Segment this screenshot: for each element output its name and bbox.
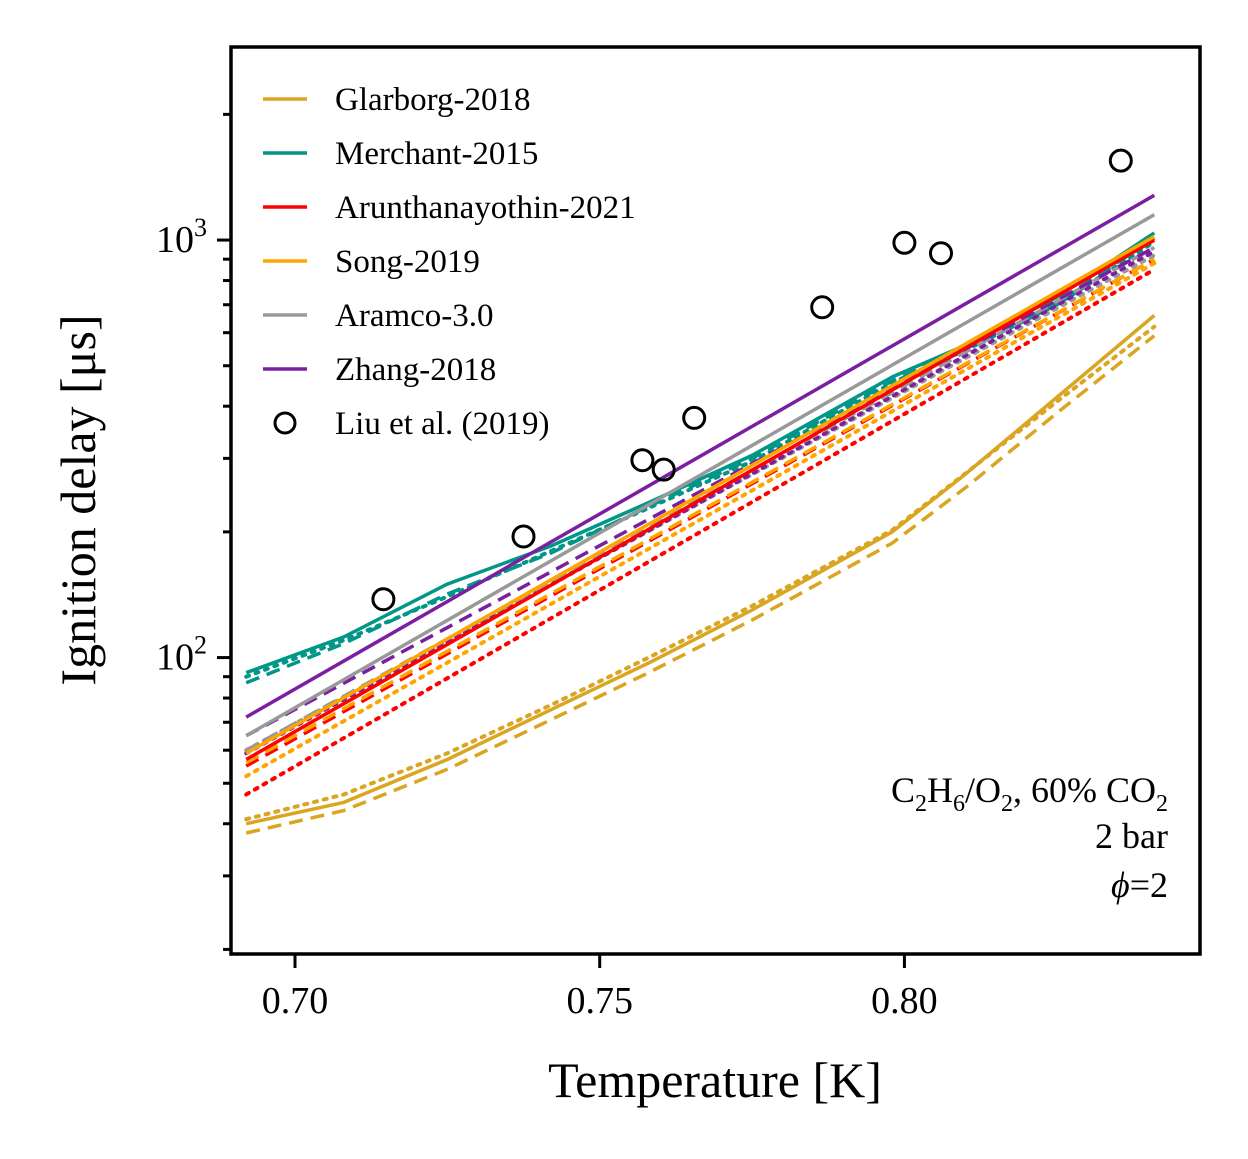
series-line-song-2019-dashed — [245, 257, 1156, 765]
data-point-liu-et-al-2019 — [651, 457, 676, 482]
x-tick-label: 0.70 — [262, 980, 329, 1022]
legend-label-arunthanayothin-2021: Arunthanayothin-2021 — [335, 190, 636, 226]
series-line-arunthanayothin-2021-dotted — [244, 267, 1157, 797]
series-layer — [244, 193, 1157, 835]
legend-label-liu-2019: Liu et al. (2019) — [335, 406, 549, 442]
data-point-liu-et-al-2019 — [371, 587, 396, 612]
series-line-aramco-3-0-solid — [245, 213, 1156, 738]
annotation-mixture: C2H6/O2, 60% CO2 — [891, 770, 1168, 817]
y-tick-label-100: 102 — [156, 631, 207, 679]
tick-layer — [217, 112, 906, 968]
legend-marker-liu-2019 — [273, 411, 297, 435]
annotation-equivalence-ratio: ϕ=2 — [1111, 865, 1168, 905]
series-line-glarborg-2018-dashed — [245, 334, 1156, 835]
series-line-zhang-2018-solid — [245, 193, 1156, 719]
series-line-arunthanayothin-2021-solid — [245, 238, 1156, 762]
x-axis-label: Temperature [K] — [548, 1052, 882, 1108]
marker-layer — [371, 148, 1133, 612]
x-tick-label: 0.75 — [566, 980, 633, 1022]
series-line-glarborg-2018-solid — [245, 314, 1156, 826]
annotation-pressure: 2 bar — [1095, 816, 1168, 856]
plot-frame — [229, 45, 1202, 956]
y-tick-exponent: 3 — [194, 213, 207, 242]
y-tick-labels: 102 103 — [156, 213, 207, 678]
data-point-liu-et-al-2019 — [630, 448, 655, 473]
legend-label-song-2019: Song-2019 — [335, 244, 480, 280]
legend-label-glarborg-2018: Glarborg-2018 — [335, 82, 531, 118]
data-point-liu-et-al-2019 — [810, 295, 835, 320]
x-tick-label: 0.80 — [871, 980, 938, 1022]
series-line-zhang-2018-dashed — [245, 245, 1156, 738]
data-point-liu-et-al-2019 — [1108, 148, 1133, 173]
y-tick-base: 10 — [156, 637, 194, 679]
data-point-liu-et-al-2019 — [929, 241, 953, 266]
legend: Glarborg-2018 Merchant-2015 Arunthanayot… — [263, 82, 636, 442]
y-tick-exponent: 2 — [194, 631, 207, 660]
x-tick-labels: 0.70 0.75 0.80 — [262, 980, 938, 1022]
legend-label-zhang-2018: Zhang-2018 — [335, 352, 496, 388]
series-line-zhang-2018-dotted — [244, 249, 1157, 756]
series-line-glarborg-2018-dotted — [244, 324, 1157, 822]
condition-annotation: C2H6/O2, 60% CO2 2 bar ϕ=2 — [891, 770, 1168, 905]
legend-label-merchant-2015: Merchant-2015 — [335, 136, 538, 172]
data-point-liu-et-al-2019 — [511, 524, 536, 549]
y-axis-label: Ignition delay [μs] — [50, 314, 106, 685]
data-point-liu-et-al-2019 — [892, 230, 917, 255]
y-tick-base: 10 — [156, 219, 194, 261]
series-line-song-2019-dotted — [244, 261, 1157, 779]
y-tick-label-1000: 103 — [156, 213, 207, 261]
series-line-song-2019-solid — [245, 234, 1156, 755]
legend-label-aramco-3.0: Aramco-3.0 — [335, 298, 494, 334]
data-point-liu-et-al-2019 — [682, 405, 707, 430]
